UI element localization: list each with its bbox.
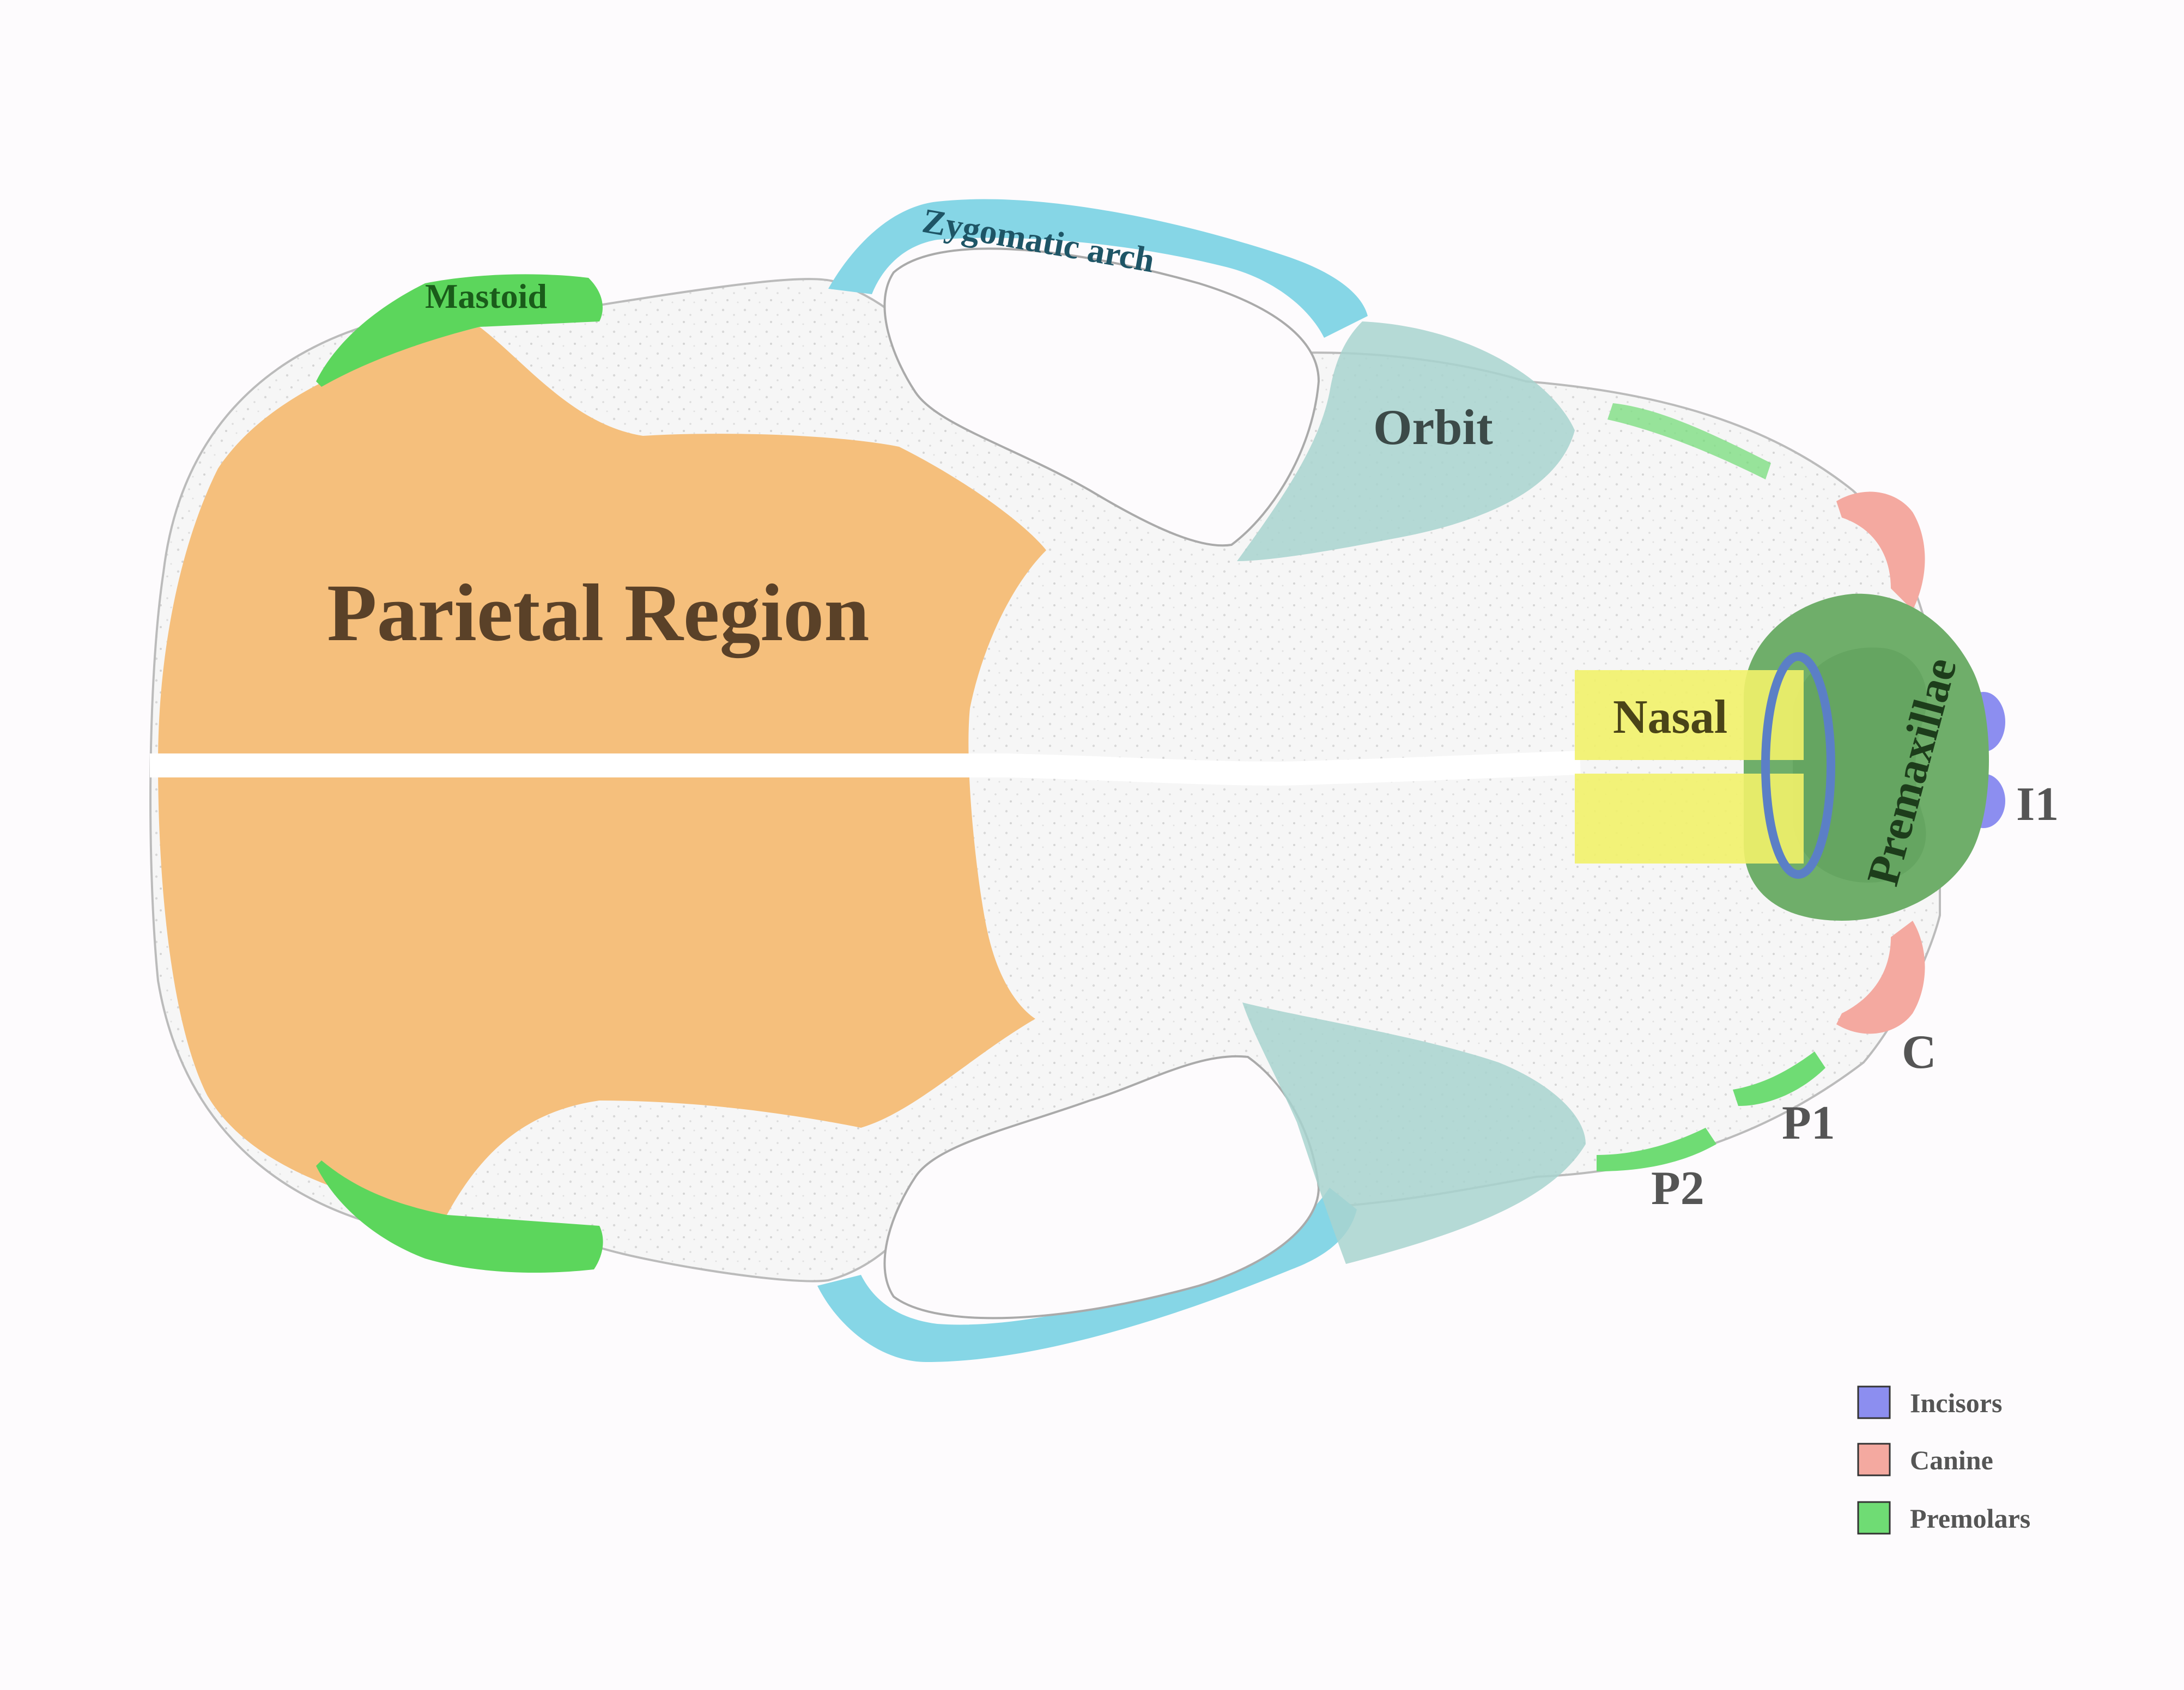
orbit-region-upper: [1237, 321, 1575, 561]
zygomatic-arch-upper: [828, 199, 1368, 338]
p1-label: P1: [1782, 1097, 1835, 1150]
mastoid-label: Mastoid: [425, 277, 547, 315]
legend-item-canine: Canine: [1857, 1443, 1993, 1476]
legend: Incisors Canine Premolars: [1857, 1385, 2030, 1535]
legend-swatch-canine: [1857, 1443, 1891, 1476]
p2-label: P2: [1651, 1162, 1704, 1215]
orbit-region-lower: [1242, 1002, 1586, 1264]
orbit-opening-lower: [883, 1055, 1320, 1320]
legend-item-premolars: Premolars: [1857, 1501, 2030, 1535]
canine-upper: [1836, 491, 1925, 610]
legend-label-premolars: Premolars: [1910, 1503, 2030, 1534]
mastoid-lower: [316, 1160, 603, 1273]
premolar-lower-2: [1597, 1128, 1716, 1171]
canine-lower: [1836, 921, 1925, 1034]
legend-swatch-premolars: [1857, 1501, 1891, 1535]
legend-swatch-incisors: [1857, 1385, 1891, 1419]
nasal-aperture-marker: [1761, 652, 1835, 879]
orbit-label: Orbit: [1373, 399, 1493, 455]
i1-label: I1: [2016, 778, 2059, 831]
parietal-label: Parietal Region: [327, 568, 870, 658]
legend-label-incisors: Incisors: [1910, 1388, 2002, 1418]
mastoid-upper: [316, 274, 603, 387]
c-label: C: [1902, 1026, 1937, 1079]
premolar-lower-1: [1733, 1051, 1825, 1106]
legend-item-incisors: Incisors: [1857, 1385, 2002, 1419]
nasal-label: Nasal: [1613, 691, 1727, 744]
orbit-opening-upper: [883, 247, 1320, 547]
premolar-upper: [1607, 403, 1771, 479]
midline-suture: [150, 751, 1581, 786]
legend-label-canine: Canine: [1910, 1445, 1993, 1475]
zygomatic-arch-lower: [817, 1188, 1357, 1362]
